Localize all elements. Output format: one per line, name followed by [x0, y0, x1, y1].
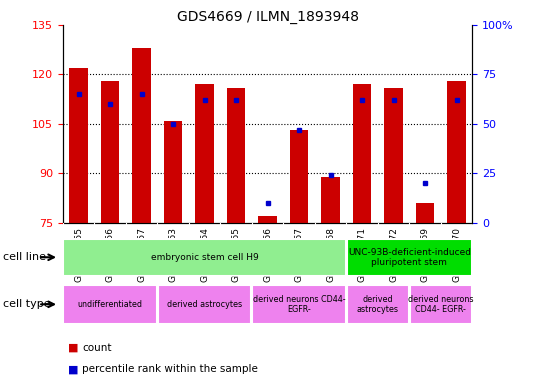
- Text: GSM997565: GSM997565: [232, 227, 241, 283]
- Text: GSM997564: GSM997564: [200, 227, 209, 282]
- Bar: [321, 177, 340, 223]
- Text: GSM997566: GSM997566: [263, 227, 272, 283]
- Bar: [132, 48, 151, 223]
- Bar: [100, 81, 120, 223]
- Bar: [353, 84, 371, 223]
- Bar: [69, 68, 88, 223]
- Text: GSM997555: GSM997555: [74, 227, 83, 283]
- Bar: [410, 285, 472, 324]
- Bar: [227, 88, 246, 223]
- Text: cell line: cell line: [3, 252, 46, 262]
- Text: undifferentiated: undifferentiated: [78, 300, 143, 309]
- Text: embryonic stem cell H9: embryonic stem cell H9: [151, 253, 258, 262]
- Text: derived neurons
CD44- EGFR-: derived neurons CD44- EGFR-: [408, 295, 473, 314]
- Text: GSM997571: GSM997571: [358, 227, 366, 283]
- Text: derived
astrocytes: derived astrocytes: [357, 295, 399, 314]
- Text: count: count: [82, 343, 111, 353]
- Text: GSM997556: GSM997556: [105, 227, 115, 283]
- Bar: [384, 88, 403, 223]
- Bar: [252, 285, 346, 324]
- Bar: [195, 84, 214, 223]
- Text: derived neurons CD44-
EGFR-: derived neurons CD44- EGFR-: [253, 295, 346, 314]
- Text: percentile rank within the sample: percentile rank within the sample: [82, 364, 258, 374]
- Bar: [63, 239, 346, 276]
- Bar: [347, 239, 472, 276]
- Text: GSM997563: GSM997563: [169, 227, 177, 283]
- Bar: [289, 131, 308, 223]
- Text: ■: ■: [68, 343, 79, 353]
- Bar: [63, 285, 157, 324]
- Bar: [347, 285, 408, 324]
- Bar: [164, 121, 182, 223]
- Bar: [416, 203, 435, 223]
- Bar: [447, 81, 466, 223]
- Text: GSM997567: GSM997567: [294, 227, 304, 283]
- Text: UNC-93B-deficient-induced
pluripotent stem: UNC-93B-deficient-induced pluripotent st…: [348, 248, 471, 267]
- Text: cell type: cell type: [3, 299, 50, 310]
- Text: GSM997569: GSM997569: [420, 227, 430, 283]
- Bar: [158, 285, 251, 324]
- Bar: [258, 216, 277, 223]
- Text: GSM997568: GSM997568: [326, 227, 335, 283]
- Text: GSM997557: GSM997557: [137, 227, 146, 283]
- Text: GSM997572: GSM997572: [389, 227, 398, 282]
- Text: derived astrocytes: derived astrocytes: [167, 300, 242, 309]
- Text: ■: ■: [68, 364, 79, 374]
- Text: GSM997570: GSM997570: [452, 227, 461, 283]
- Title: GDS4669 / ILMN_1893948: GDS4669 / ILMN_1893948: [176, 10, 359, 24]
